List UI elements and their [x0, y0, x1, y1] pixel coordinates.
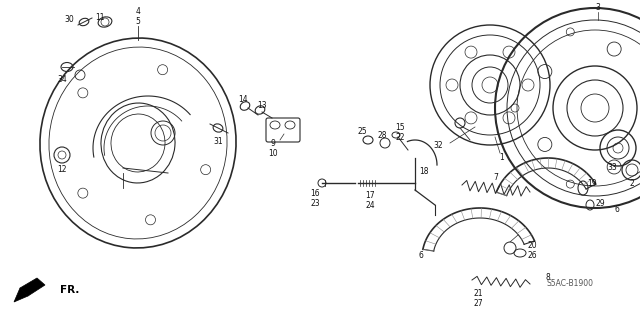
Text: 4: 4	[136, 8, 140, 17]
Text: 28: 28	[377, 130, 387, 139]
Text: 17: 17	[365, 191, 375, 201]
Text: 16: 16	[310, 189, 320, 197]
Text: 31: 31	[213, 137, 223, 146]
Text: 9: 9	[271, 138, 275, 147]
Text: 12: 12	[57, 166, 67, 174]
Text: 20: 20	[527, 241, 537, 249]
Text: 25: 25	[357, 128, 367, 137]
Text: 14: 14	[238, 95, 248, 105]
Text: 15: 15	[395, 123, 405, 132]
Text: FR.: FR.	[60, 285, 79, 295]
Text: 32: 32	[433, 140, 443, 150]
Text: 8: 8	[546, 273, 550, 283]
Text: 22: 22	[396, 133, 404, 143]
Polygon shape	[14, 288, 28, 302]
Text: 33: 33	[607, 164, 617, 173]
Text: 34: 34	[57, 76, 67, 85]
Text: 23: 23	[310, 198, 320, 207]
Polygon shape	[20, 278, 45, 296]
Text: 2: 2	[630, 179, 634, 188]
Text: 10: 10	[268, 149, 278, 158]
Text: 11: 11	[95, 12, 105, 21]
Text: S5AC-B1900: S5AC-B1900	[547, 279, 593, 288]
Text: 3: 3	[596, 4, 600, 12]
Text: 19: 19	[587, 180, 597, 189]
Text: 27: 27	[473, 300, 483, 308]
Text: 13: 13	[257, 100, 267, 109]
Text: 1: 1	[500, 152, 504, 161]
Text: 6: 6	[419, 250, 424, 259]
Text: 5: 5	[136, 18, 140, 26]
Text: 18: 18	[419, 167, 429, 176]
Text: 26: 26	[527, 250, 537, 259]
Text: 29: 29	[595, 199, 605, 209]
Text: 6: 6	[614, 205, 620, 214]
Text: 24: 24	[365, 202, 375, 211]
Text: 7: 7	[493, 174, 499, 182]
Text: 21: 21	[473, 290, 483, 299]
Text: 30: 30	[64, 16, 74, 25]
